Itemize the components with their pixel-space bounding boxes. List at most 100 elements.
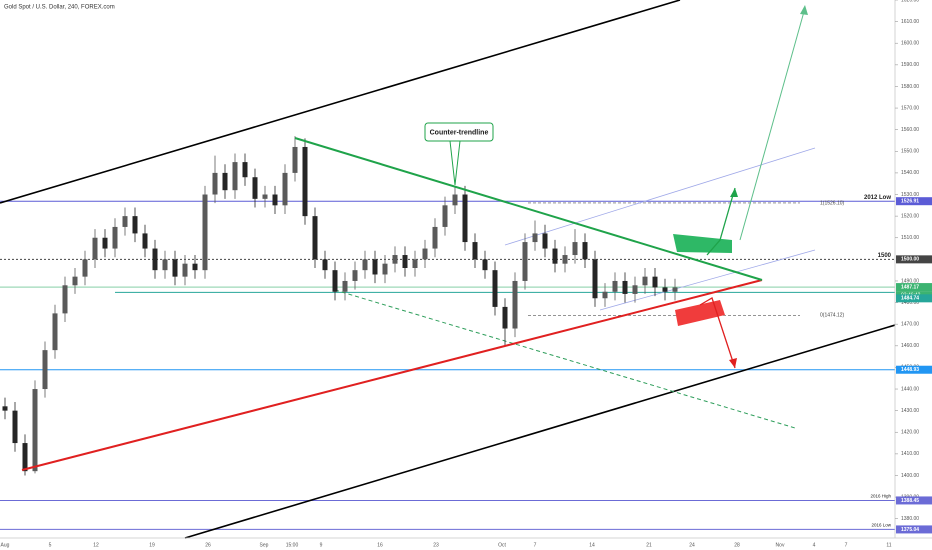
y-tick-label: 1550.00 <box>901 149 919 155</box>
price-tag <box>896 365 932 374</box>
candle-body <box>412 259 418 268</box>
x-tick-label: 19 <box>149 542 155 548</box>
y-tick-label: 1480.00 <box>901 300 919 306</box>
x-tick-label: 21 <box>646 542 652 548</box>
candles <box>2 136 678 476</box>
channel-top <box>0 0 681 204</box>
candle-body <box>242 162 248 178</box>
candle-body <box>202 194 208 271</box>
x-tick-label: 14 <box>589 542 595 548</box>
candle-body <box>12 410 18 444</box>
candle-body <box>72 276 78 286</box>
bull-arrowhead <box>730 188 738 197</box>
candle-body <box>222 172 228 191</box>
price-axis-panel <box>895 0 932 538</box>
candle-body <box>462 194 468 243</box>
level-text: 1500 <box>878 253 892 259</box>
candle-body <box>22 443 28 472</box>
candle-body <box>602 291 608 299</box>
candle-body <box>672 287 678 292</box>
candle-body <box>232 162 238 191</box>
candle-body <box>212 172 218 195</box>
y-tick-label: 1580.00 <box>901 84 919 90</box>
x-tick-label: 7 <box>534 542 537 548</box>
price-tag <box>896 283 932 292</box>
candle-body <box>92 237 98 260</box>
y-tick-label: 1530.00 <box>901 192 919 198</box>
fib-label: 1(1526.10) <box>820 200 845 206</box>
candle-body <box>172 259 178 277</box>
candle-body <box>142 233 148 249</box>
x-tick-label: 26 <box>205 542 211 548</box>
chart-title: Gold Spot / U.S. Dollar, 240, FOREX.com <box>4 5 115 11</box>
candle-body <box>612 280 618 292</box>
x-tick-label: 16 <box>377 542 383 548</box>
x-tick-label: 23 <box>433 542 439 548</box>
candle-body <box>622 280 628 294</box>
candle-body <box>422 248 428 260</box>
x-tick-label: 7 <box>845 542 848 548</box>
price-tag <box>896 255 932 264</box>
candle-body <box>482 259 488 271</box>
fib-label: 0(1474.12) <box>820 313 845 319</box>
y-tick-label: 1420.00 <box>901 430 919 436</box>
callout-pointer <box>449 140 461 186</box>
bear-path <box>699 297 736 369</box>
x-tick-label: 4 <box>813 542 816 548</box>
candle-body <box>2 406 8 411</box>
candle-body <box>32 389 38 472</box>
candle-body <box>372 259 378 275</box>
y-tick-label: 1410.00 <box>901 451 919 457</box>
candle-body <box>432 226 438 249</box>
y-tick-label: 1600.00 <box>901 41 919 47</box>
resistance-line <box>294 137 763 281</box>
candle-body <box>102 237 108 249</box>
callout-box <box>424 122 494 142</box>
target-arrow <box>739 7 806 241</box>
y-tick-label: 1560.00 <box>901 127 919 133</box>
candle-body <box>332 270 338 292</box>
x-tick-label: 11 <box>886 542 891 548</box>
candle-body <box>312 216 318 260</box>
candle-body <box>182 263 188 277</box>
candle-body <box>162 259 168 271</box>
candle-body <box>52 313 58 351</box>
candle-body <box>652 276 658 288</box>
candle-body <box>492 270 498 307</box>
y-tick-label: 1490.00 <box>901 278 919 284</box>
bear-arrowhead <box>729 358 737 368</box>
bull-path <box>706 187 736 256</box>
target-arrowhead <box>800 5 808 15</box>
candle-body <box>552 248 558 264</box>
callout-text: Counter-trendline <box>430 129 489 136</box>
x-tick-label: 28 <box>734 542 740 548</box>
price-tag <box>896 197 932 206</box>
level-text: 2016 Low <box>871 523 891 528</box>
support-line <box>21 279 763 471</box>
level-text: 2016 High <box>870 494 891 499</box>
candle-body <box>642 276 648 286</box>
candle-body <box>662 287 668 292</box>
candle-body <box>362 259 368 271</box>
candle-body <box>472 242 478 260</box>
candle-body <box>402 255 408 268</box>
candle-body <box>122 216 128 227</box>
candle-body <box>292 146 298 173</box>
price-tag-label: 1448.93 <box>901 367 919 373</box>
candle-body <box>132 216 138 234</box>
candle-body <box>272 194 278 206</box>
bear-zone <box>675 300 725 326</box>
candle-body <box>152 248 158 271</box>
candle-body <box>322 259 328 271</box>
price-tag-label: 1484.74 <box>901 296 919 302</box>
x-tick-label: Oct <box>498 542 506 548</box>
candle-body <box>502 306 508 329</box>
minor-channel-top <box>504 147 816 246</box>
candle-body <box>62 285 68 314</box>
x-tick-label: Aug <box>1 542 10 548</box>
channel-bottom <box>184 313 932 539</box>
price-tag-label: 1500.00 <box>901 257 919 263</box>
